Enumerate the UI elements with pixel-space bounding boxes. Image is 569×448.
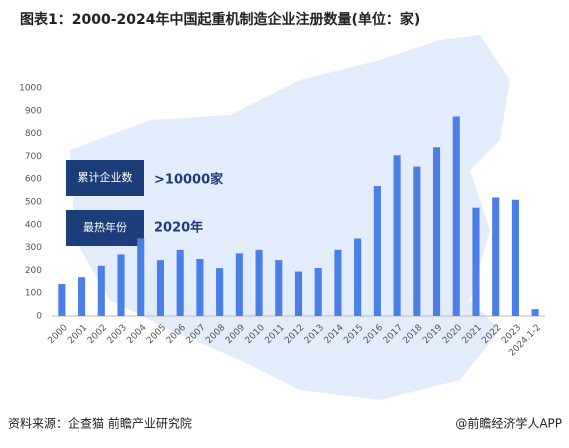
bar — [156, 260, 165, 316]
bar — [255, 249, 263, 316]
x-tick-label: 2004 — [125, 323, 148, 346]
y-tick-label: 300 — [25, 243, 42, 253]
bar — [511, 199, 519, 316]
credit: @前瞻经济学人APP — [455, 416, 562, 431]
y-tick-label: 200 — [25, 266, 42, 276]
bar — [393, 155, 401, 316]
bar — [235, 253, 243, 316]
bar — [432, 147, 441, 316]
y-tick-label: 1000 — [19, 84, 42, 94]
y-tick-label: 800 — [25, 129, 42, 139]
annotation-label: 累计企业数 — [78, 170, 133, 184]
bar — [472, 207, 480, 316]
source: 资料来源：企查猫 前瞻产业研究院 — [8, 416, 192, 431]
y-tick-label: 400 — [25, 220, 42, 230]
bar — [413, 166, 421, 316]
x-tick-label: 2003 — [106, 323, 129, 346]
y-tick-label: 600 — [25, 175, 42, 185]
bar — [58, 284, 66, 316]
annotation-box — [66, 210, 144, 246]
x-tick-label: 2002 — [86, 323, 109, 346]
bar — [78, 277, 86, 316]
bar — [373, 186, 381, 316]
bar — [334, 249, 342, 316]
bar — [531, 309, 539, 316]
bar — [354, 238, 362, 316]
bar — [137, 238, 145, 316]
bar — [117, 254, 125, 316]
bar — [216, 268, 224, 316]
bar — [492, 197, 500, 316]
bar — [176, 249, 184, 316]
annotation-label: 最热年份 — [83, 220, 127, 234]
bar — [275, 260, 283, 316]
annotation-box — [66, 160, 144, 196]
y-tick-label: 0 — [36, 312, 42, 322]
y-tick-label: 700 — [25, 152, 42, 162]
y-tick-label: 500 — [25, 198, 42, 208]
x-tick-label: 2001 — [66, 323, 89, 346]
y-tick-label: 900 — [25, 106, 42, 116]
x-tick-label: 2000 — [46, 323, 69, 346]
bar — [97, 265, 105, 316]
bar — [452, 116, 460, 316]
bar — [196, 259, 204, 316]
bar — [314, 268, 322, 316]
annotation-value: >10000家 — [154, 172, 224, 188]
bar — [294, 271, 303, 316]
annotation-value: 2020年 — [154, 220, 203, 236]
chart-title: 图表1：2000-2024年中国起重机制造企业注册数量(单位：家) — [20, 11, 420, 28]
y-tick-label: 100 — [25, 289, 42, 299]
